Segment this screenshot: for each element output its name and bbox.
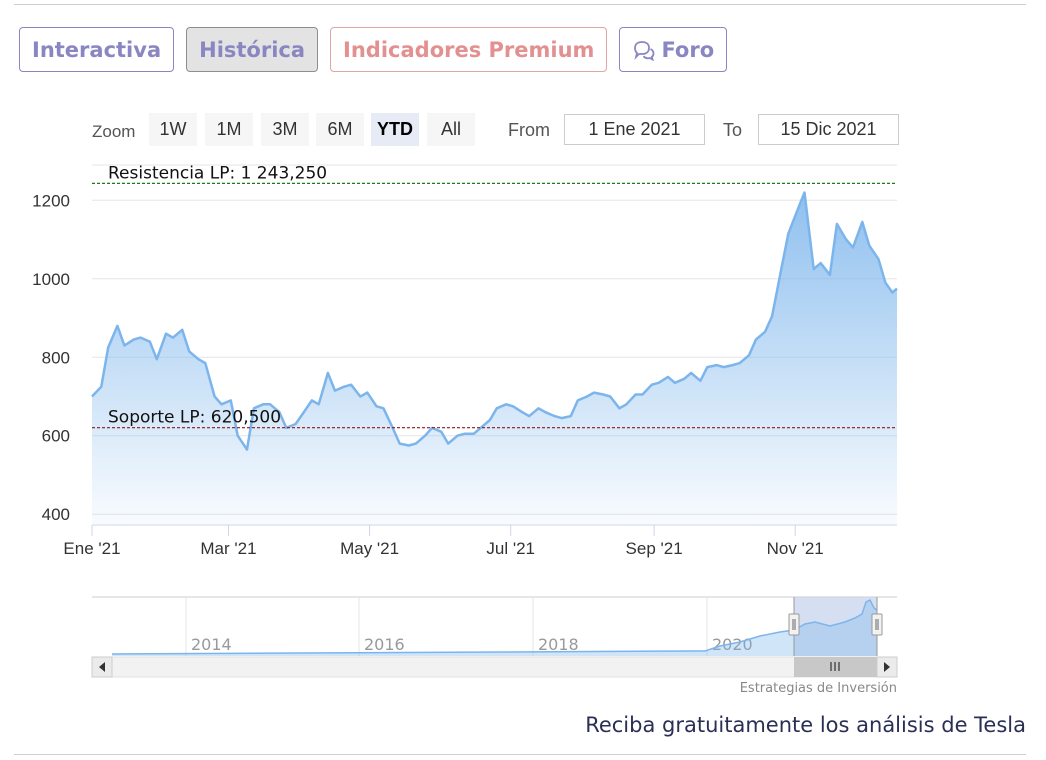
y-tick-label: 600 [42, 427, 70, 446]
navigator-year-label: 2018 [538, 635, 579, 654]
to-label: To [723, 120, 743, 140]
navigator-area [112, 600, 877, 656]
tab-historica[interactable]: Histórica [186, 27, 319, 72]
chart-tabs: Interactiva Histórica Indicadores Premiu… [19, 27, 728, 72]
y-tick-label: 800 [42, 348, 70, 367]
x-tick-label: May '21 [340, 539, 399, 558]
tab-foro[interactable]: Foro [619, 27, 728, 72]
price-line [91, 191, 898, 451]
zoom-1w-button[interactable]: 1W [149, 113, 197, 146]
x-tick-label: Mar '21 [200, 539, 256, 558]
subscribe-cta[interactable]: Reciba gratuitamente los análisis de Tes… [585, 713, 1026, 737]
top-divider [14, 4, 1026, 5]
navigator-right-handle[interactable] [871, 613, 883, 636]
zoom-ytd-button[interactable]: YTD [371, 113, 419, 146]
chat-bubbles-icon [634, 40, 655, 61]
y-tick-label: 1200 [32, 191, 70, 210]
navigator-year-label: 2020 [712, 635, 753, 654]
credits-label[interactable]: Estrategias de Inversión [740, 681, 897, 696]
resistance-line-label: Resistencia LP: 1 243,250 [108, 163, 327, 183]
navigator-left-handle[interactable] [788, 613, 800, 636]
price-area [92, 192, 897, 524]
zoom-1m-button[interactable]: 1M [205, 113, 253, 146]
tab-interactiva[interactable]: Interactiva [19, 27, 175, 72]
from-date-input[interactable] [564, 114, 705, 145]
x-tick-label: Ene '21 [63, 539, 120, 558]
tab-foro-label: Foro [661, 37, 715, 62]
zoom-all-button[interactable]: All [427, 113, 475, 146]
zoom-6m-button[interactable]: 6M [316, 113, 364, 146]
navigator-year-label: 2016 [364, 635, 405, 654]
zoom-3m-button[interactable]: 3M [261, 113, 309, 146]
x-tick-label: Sep '21 [626, 539, 683, 558]
support-line-label: Soporte LP: 620,500 [108, 408, 281, 428]
bottom-divider [14, 754, 1026, 755]
x-tick-label: Jul '21 [486, 539, 535, 558]
scrollbar-track[interactable] [91, 656, 898, 678]
navigator-window[interactable] [794, 597, 877, 656]
arrow-right-icon [884, 662, 890, 672]
navigator-year-label: 2014 [191, 635, 232, 654]
arrow-left-icon [99, 662, 105, 672]
to-date-input[interactable] [758, 114, 899, 145]
y-tick-label: 400 [42, 505, 70, 524]
x-tick-label: Nov '21 [767, 539, 824, 558]
tab-indicadores-premium[interactable]: Indicadores Premium [330, 27, 608, 72]
zoom-label: Zoom [92, 122, 136, 141]
y-tick-label: 1000 [32, 270, 70, 289]
from-label: From [508, 120, 550, 140]
